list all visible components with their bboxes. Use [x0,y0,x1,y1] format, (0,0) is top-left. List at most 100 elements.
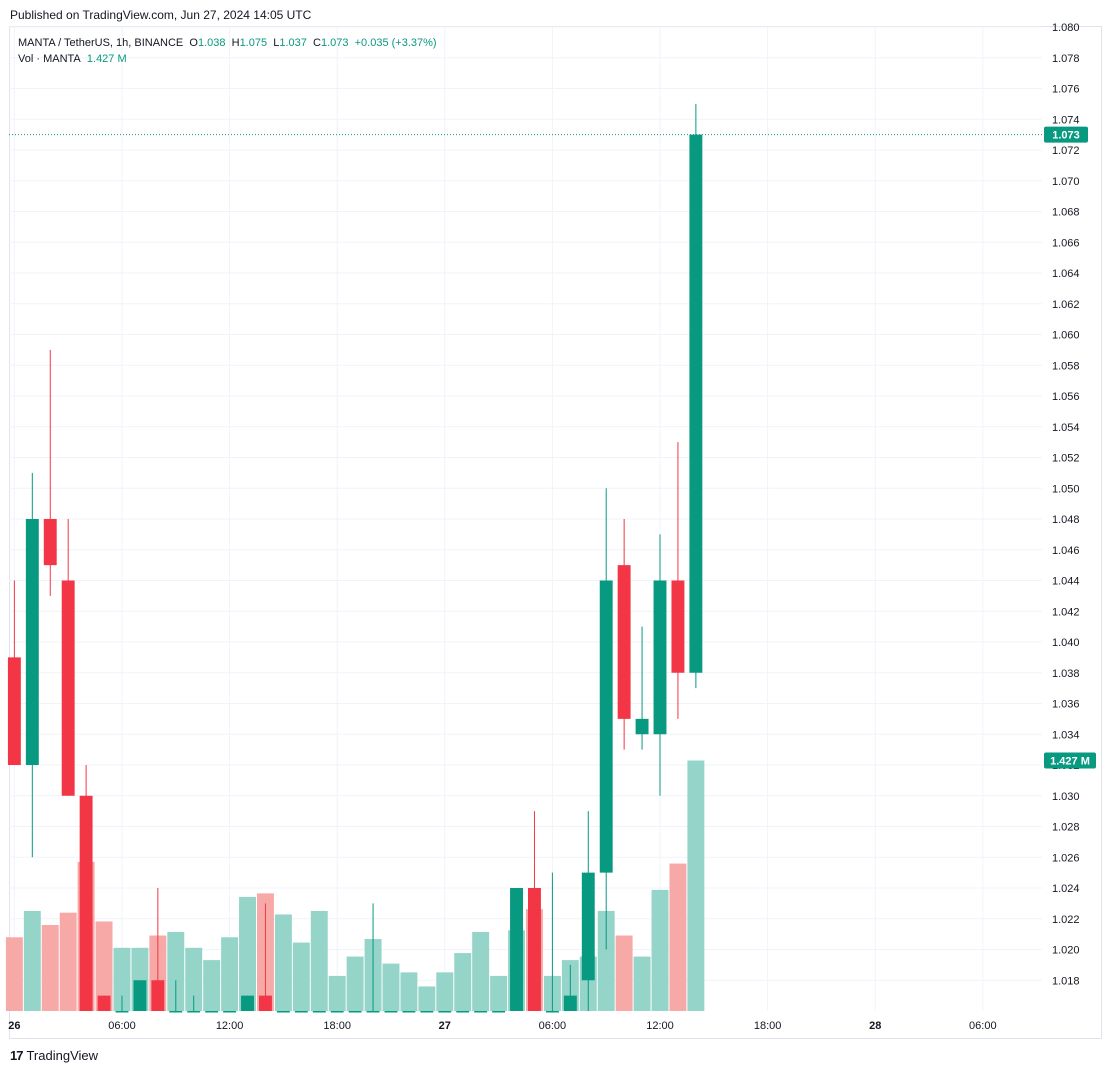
x-tick-label: 06:00 [969,1020,997,1032]
volume-bar [597,910,615,1011]
volume-bar [472,932,490,1011]
candle-body [61,580,75,796]
close-label: C [313,37,321,49]
volume-bar [41,924,59,1011]
candle-body [25,519,39,765]
candle-body [528,888,541,1011]
candle-body [420,1011,434,1013]
tradingview-logo[interactable]: 17 TradingView [10,1048,98,1063]
x-tick-label: 28 [869,1020,881,1032]
candle-body [294,1011,308,1013]
tradingview-logo-icon: 17 [10,1048,24,1063]
candle-body [545,1011,559,1013]
legend-ohlc-row: MANTA / TetherUS, 1h, BINANCE O1.038 H1.… [18,35,437,51]
chart-legend: MANTA / TetherUS, 1h, BINANCE O1.038 H1.… [18,35,437,67]
volume-badge [1044,752,1096,769]
candle-body [223,1011,237,1013]
high-value: 1.075 [239,37,268,49]
volume-bar [615,935,633,1011]
volume-bar [436,972,454,1011]
volume-bar [292,942,310,1011]
volume-bar [328,975,346,1011]
y-tick-label: 1.062 [1052,299,1080,311]
candle-body [366,1011,380,1013]
volume-bar [669,863,687,1011]
y-tick-label: 1.050 [1052,483,1080,495]
y-tick-label: 1.060 [1052,330,1080,342]
candle-body [7,657,21,765]
legend-volume-row: Vol · MANTA 1.427 M [18,51,437,67]
volume-bar [382,963,400,1011]
x-tick-label: 27 [439,1020,451,1032]
y-tick-label: 1.038 [1052,668,1080,680]
y-tick-label: 1.040 [1052,637,1080,649]
last-price-badge [1044,126,1088,143]
close-value: 1.073 [320,37,349,49]
candle-body [348,1011,362,1013]
volume-bar [454,953,472,1011]
candle-body [97,995,111,1011]
open-label: O [189,37,198,49]
y-tick-label: 1.056 [1052,391,1080,403]
volume-bar [5,937,23,1011]
y-tick-label: 1.042 [1052,606,1080,618]
last-price-badge-label: 1.073 [1052,130,1080,142]
candle-body [169,1011,183,1013]
volume-bar [185,947,203,1011]
y-tick-label: 1.028 [1052,822,1080,834]
candle-body [653,580,667,735]
volume-bar [59,912,77,1011]
candle-body [79,795,93,1011]
published-header: Published on TradingView.com, Jun 27, 20… [10,8,312,22]
y-tick-label: 1.024 [1052,883,1080,895]
candle-body [474,1011,488,1013]
candle-body [276,1011,290,1013]
candle-body [187,1011,201,1013]
y-tick-label: 1.020 [1052,945,1080,957]
y-tick-label: 1.066 [1052,237,1080,249]
candle-body [635,718,649,735]
high-label: H [231,37,240,49]
volume-bar [95,921,113,1011]
candle-body [689,134,703,673]
y-tick-label: 1.046 [1052,545,1080,557]
volume-bar [346,956,364,1011]
volume-bar [203,960,221,1011]
volume-label[interactable]: Vol · MANTA [18,53,81,65]
candle-body [384,1011,398,1013]
volume-bar [167,932,185,1011]
candles [7,103,703,1013]
y-tick-label: 1.072 [1052,145,1080,157]
candle-body [438,1011,452,1013]
candle-body [205,1011,219,1013]
volume-bar [221,937,239,1011]
open-value: 1.038 [197,37,226,49]
y-tick-label: 1.078 [1052,53,1080,65]
candle-body [133,980,147,1011]
candle-body [671,580,685,673]
volume-bar [310,910,328,1011]
volume-bar [651,889,669,1011]
y-tick-label: 1.022 [1052,914,1080,926]
candle-body [563,995,577,1011]
volume-bar [687,760,705,1011]
candle-body [617,565,631,719]
volume-badge-label: 1.427 M [1050,756,1090,768]
candle-body [151,980,165,1011]
x-tick-label: 18:00 [754,1020,782,1032]
candle-body [241,995,254,1011]
symbol-label[interactable]: MANTA / TetherUS, 1h, BINANCE [18,37,184,49]
grid [9,26,1042,1011]
y-tick-label: 1.018 [1052,975,1080,987]
y-tick-label: 1.064 [1052,268,1080,280]
x-tick-label: 12:00 [646,1020,674,1032]
volume-bar [490,975,508,1011]
candle-body [492,1011,506,1013]
y-tick-label: 1.068 [1052,207,1080,219]
y-tick-label: 1.058 [1052,360,1080,372]
volume-bar [23,910,41,1011]
volume-bar [274,914,292,1011]
volume-bar [113,947,131,1011]
volume-bar [633,956,651,1011]
